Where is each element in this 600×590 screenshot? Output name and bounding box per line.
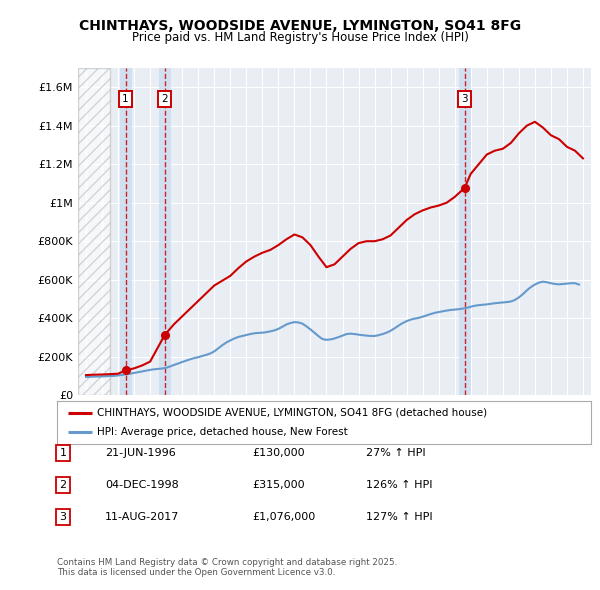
Text: 2: 2 [161,94,168,104]
Text: 2: 2 [59,480,67,490]
Text: Contains HM Land Registry data © Crown copyright and database right 2025.
This d: Contains HM Land Registry data © Crown c… [57,558,397,577]
Text: 21-JUN-1996: 21-JUN-1996 [105,448,176,458]
Text: 27% ↑ HPI: 27% ↑ HPI [366,448,425,458]
Text: 126% ↑ HPI: 126% ↑ HPI [366,480,433,490]
Text: 04-DEC-1998: 04-DEC-1998 [105,480,179,490]
Text: HPI: Average price, detached house, New Forest: HPI: Average price, detached house, New … [97,427,348,437]
Text: £315,000: £315,000 [252,480,305,490]
Text: CHINTHAYS, WOODSIDE AVENUE, LYMINGTON, SO41 8FG (detached house): CHINTHAYS, WOODSIDE AVENUE, LYMINGTON, S… [97,408,487,418]
Text: 127% ↑ HPI: 127% ↑ HPI [366,512,433,522]
Bar [119,68,131,395]
Text: 3: 3 [461,94,468,104]
Text: CHINTHAYS, WOODSIDE AVENUE, LYMINGTON, SO41 8FG: CHINTHAYS, WOODSIDE AVENUE, LYMINGTON, S… [79,19,521,33]
Text: 3: 3 [59,512,67,522]
Bar [159,68,171,395]
Text: 1: 1 [122,94,129,104]
Text: Price paid vs. HM Land Registry's House Price Index (HPI): Price paid vs. HM Land Registry's House … [131,31,469,44]
Text: £130,000: £130,000 [252,448,305,458]
Bar [458,68,470,395]
Bar [78,68,110,395]
Text: £1,076,000: £1,076,000 [252,512,315,522]
Text: 1: 1 [59,448,67,458]
Text: 11-AUG-2017: 11-AUG-2017 [105,512,179,522]
